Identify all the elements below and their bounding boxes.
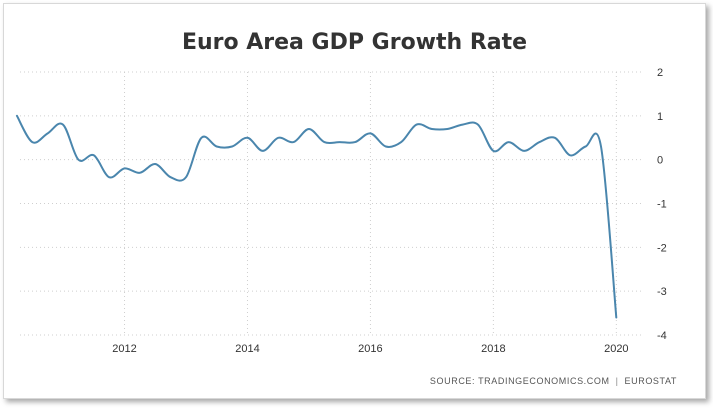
y-tick-label: 0: [657, 155, 663, 167]
series-line: [15, 114, 618, 319]
chart-card: Euro Area GDP Growth Rate 2 1 0 -1 -2 -3 -4 20…: [3, 3, 706, 399]
y-tick-label: -1: [657, 199, 667, 211]
x-tick-label: 2012: [112, 343, 136, 355]
chart-plot: 2 1 0 -1 -2 -3 -4 2012 2014 2016 2018 2020: [15, 67, 667, 355]
x-tick-label: 2014: [235, 343, 259, 355]
y-tick-label: 1: [657, 111, 663, 123]
y-tick-label: 2: [657, 67, 663, 79]
source-provider: EUROSTAT: [624, 376, 677, 386]
grid-lines: [20, 71, 644, 336]
x-tick-label: 2018: [481, 343, 505, 355]
x-tick-label: 2020: [604, 343, 628, 355]
source-attribution: SOURCE: TRADINGECONOMICS.COM | EUROSTAT: [430, 376, 677, 386]
source-separator: |: [615, 376, 619, 386]
source-label: SOURCE: TRADINGECONOMICS.COM: [429, 376, 610, 386]
y-axis: 2 1 0 -1 -2 -3 -4: [657, 67, 667, 342]
y-tick-label: -3: [657, 286, 667, 298]
x-axis: 2012 2014 2016 2018 2020: [112, 343, 628, 355]
y-tick-label: -4: [657, 330, 667, 342]
y-tick-label: -2: [657, 242, 667, 254]
x-tick-label: 2016: [358, 343, 382, 355]
series-layer: [15, 114, 618, 319]
chart-title: Euro Area GDP Growth Rate: [181, 30, 528, 55]
